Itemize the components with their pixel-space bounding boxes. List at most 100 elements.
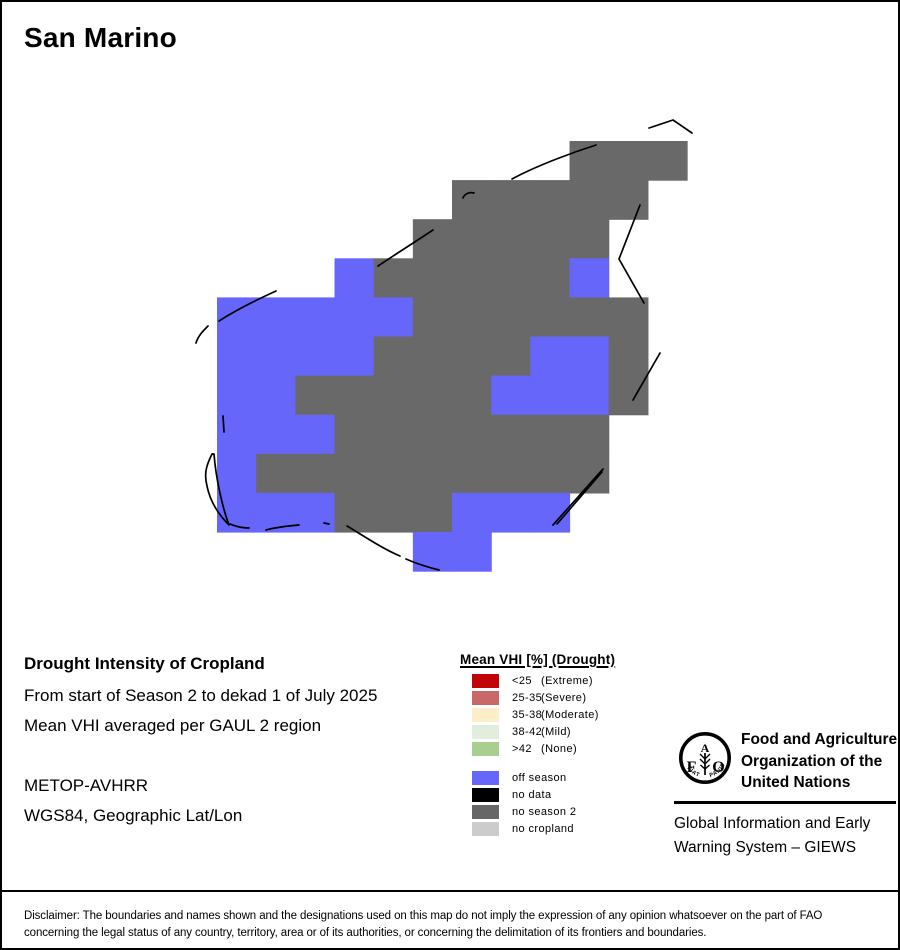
fao-logo: F O A FIAT PANIS xyxy=(678,731,732,785)
map-cell-off-season xyxy=(530,375,571,416)
map-cell-no-season xyxy=(608,375,649,416)
map-cell-no-season xyxy=(530,453,571,494)
map-cell-no-season xyxy=(491,336,531,377)
map-cell-off-season xyxy=(530,336,571,377)
legend-color-swatch xyxy=(472,787,499,802)
map-cell-off-season xyxy=(569,375,610,416)
legend-class-label: (None) xyxy=(541,742,578,755)
map-cell-off-season xyxy=(334,258,375,298)
legend-class-label: no cropland xyxy=(512,822,574,835)
legend-class-value: <25 xyxy=(512,674,532,687)
country-boundary-line xyxy=(511,144,597,180)
map-cell-off-season xyxy=(569,336,610,377)
legend-class-label: off season xyxy=(512,771,567,784)
map-cell-no-season xyxy=(412,453,453,494)
legend-class-value: 38-42 xyxy=(512,725,543,738)
sensor-line: METOP-AVHRR xyxy=(24,776,149,795)
map-cell-no-season xyxy=(569,180,610,220)
map-period-line: From start of Season 2 to dekad 1 of Jul… xyxy=(24,686,378,705)
legend-header: Mean VHI [%] (Drought) xyxy=(460,652,616,667)
map-cell-off-season xyxy=(491,375,531,416)
map-cell-no-season xyxy=(608,297,649,338)
fao-logo-letter-o: O xyxy=(712,759,724,776)
map-cell-no-season xyxy=(334,492,375,533)
map-cell-no-season xyxy=(295,453,336,494)
giews-name: Global Information and Early Warning Sys… xyxy=(674,812,870,859)
map-cell-no-season xyxy=(491,180,531,220)
legend-class-label: (Mild) xyxy=(541,725,571,738)
legend-color-swatch xyxy=(472,673,499,688)
giews-line: Global Information and Early xyxy=(674,815,871,832)
disclaimer-divider-line xyxy=(2,890,898,892)
map-cell-no-season xyxy=(334,375,375,416)
page-title: San Marino xyxy=(24,22,177,53)
map-cell-no-season xyxy=(295,375,336,416)
country-boundary-line xyxy=(229,522,330,531)
country-boundary-line xyxy=(552,468,604,526)
legend-row: off season xyxy=(472,769,576,786)
map-cell-no-season xyxy=(452,414,492,455)
map-cell-no-season xyxy=(373,492,414,533)
map-cell-no-season xyxy=(412,258,453,298)
legend-class-value: >42 xyxy=(512,742,532,755)
map-cell-off-season xyxy=(217,336,257,377)
country-boundary-line xyxy=(632,352,661,401)
map-cell-no-season xyxy=(373,414,414,455)
map-cell-no-season xyxy=(452,375,492,416)
map-cell-no-season xyxy=(452,258,492,298)
country-boundary-line xyxy=(204,453,230,526)
map-aggregation-line: Mean VHI averaged per GAUL 2 region xyxy=(24,716,322,735)
map-cell-no-season xyxy=(569,219,610,259)
map-cell-off-season xyxy=(295,297,336,338)
legend-color-swatch xyxy=(472,821,499,836)
disclaimer-line: concerning the legal status of any count… xyxy=(24,926,707,939)
legend-color-swatch xyxy=(472,707,499,722)
map-cell-off-season xyxy=(373,297,414,338)
legend-row: no data xyxy=(472,786,576,803)
map-cell-off-season xyxy=(334,297,375,338)
drought-legend: <25 (Extreme) 25-35 (Severe) 35-38 (Moderate)… xyxy=(472,672,599,757)
map-cell-no-season xyxy=(569,414,610,455)
map-cell-off-season xyxy=(256,336,296,377)
map-cell-no-season xyxy=(491,219,531,259)
legend-row: <25 (Extreme) xyxy=(472,672,599,689)
projection-line: WGS84, Geographic Lat/Lon xyxy=(24,806,243,825)
country-boundary-line xyxy=(648,119,693,134)
map-cell-no-season xyxy=(491,297,531,338)
map-cell-no-season xyxy=(530,297,571,338)
map-cell-no-season xyxy=(608,141,649,181)
map-cell-no-season xyxy=(256,453,296,494)
map-cell-no-season xyxy=(334,414,375,455)
fao-logo-ring xyxy=(678,731,732,785)
map-cell-no-season xyxy=(452,453,492,494)
map-cell-no-season xyxy=(452,297,492,338)
legend-row: no season 2 xyxy=(472,803,576,820)
legend-class-label: (Extreme) xyxy=(541,674,593,687)
legend-row: 35-38 (Moderate) xyxy=(472,706,599,723)
map-cell-no-season xyxy=(491,258,531,298)
legend-color-swatch xyxy=(472,690,499,705)
map-cell-no-season xyxy=(569,297,610,338)
map-cell-off-season xyxy=(491,492,531,533)
disclaimer-line: Disclaimer: The boundaries and names sho… xyxy=(24,910,823,922)
legend-color-swatch xyxy=(472,741,499,756)
fao-org-line: United Nations xyxy=(741,774,851,791)
country-boundary-line xyxy=(195,290,277,344)
country-boundary-line xyxy=(222,415,225,433)
fao-org-name: Food and Agriculture Organization of the… xyxy=(741,729,897,794)
map-cell-no-season xyxy=(647,141,688,181)
map-cell-no-season xyxy=(530,219,571,259)
map-cell-off-season xyxy=(569,258,610,298)
map-cell-off-season xyxy=(217,375,257,416)
map-cell-no-season xyxy=(608,336,649,377)
legend-row: no cropland xyxy=(472,820,576,837)
country-boundary-line xyxy=(462,191,475,199)
map-cell-no-season xyxy=(373,336,414,377)
giews-line: Warning System – GIEWS xyxy=(674,838,857,856)
map-cell-no-season xyxy=(373,453,414,494)
map-cell-off-season xyxy=(217,453,257,494)
map-cell-off-season xyxy=(256,297,296,338)
fao-divider-line xyxy=(674,801,896,804)
legend-class-label: (Moderate) xyxy=(541,708,599,721)
